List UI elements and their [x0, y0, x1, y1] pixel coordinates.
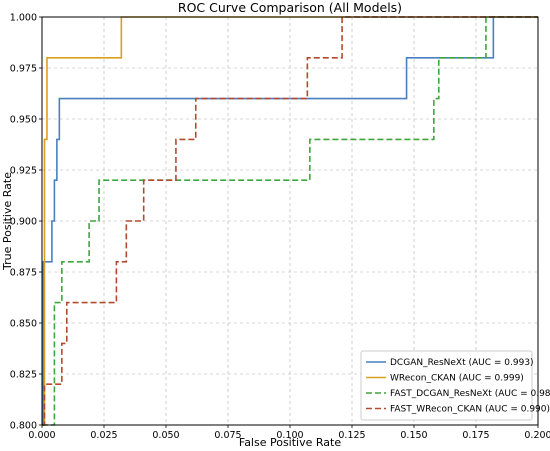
x-tick-label: 0.150 — [400, 430, 427, 441]
chart-title: ROC Curve Comparison (All Models) — [178, 0, 402, 15]
x-tick-label: 0.000 — [28, 430, 55, 441]
x-axis-label: False Positive Rate — [239, 436, 341, 449]
series-line-2 — [42, 16, 538, 426]
legend-label-1: WRecon_CKAN (AUC = 0.999) — [390, 374, 524, 384]
legend-label-2: FAST_DCGAN_ResNeXt (AUC = 0.986) — [390, 389, 550, 399]
x-tick-label: 0.125 — [338, 430, 365, 441]
y-tick-label: 0.875 — [10, 268, 37, 279]
y-axis-label: True Positive Rate — [1, 172, 14, 271]
series-line-1 — [42, 16, 538, 426]
y-tick-label: 0.800 — [10, 421, 37, 432]
y-ticks: 0.800 0.825 0.850 0.875 0.900 0.925 0.950 0.975… — [10, 13, 42, 432]
legend-box — [360, 350, 533, 421]
y-tick-label: 0.975 — [10, 64, 37, 75]
series-line-3 — [42, 16, 538, 426]
x-tick-label: 0.100 — [276, 430, 303, 441]
x-tick-label: 0.175 — [462, 430, 489, 441]
series-lines — [42, 16, 538, 426]
y-tick-label: 0.950 — [10, 115, 37, 126]
y-tick-label: 0.825 — [10, 370, 37, 381]
x-tick-label: 0.075 — [214, 430, 241, 441]
y-tick-label: 1.000 — [10, 13, 37, 24]
x-tick-label: 0.200 — [524, 430, 550, 441]
y-tick-label: 0.900 — [10, 217, 37, 228]
legend-label-3: FAST_WRecon_CKAN (AUC = 0.990) — [390, 405, 550, 415]
legend-label-0: DCGAN_ResNeXt (AUC = 0.993) — [390, 358, 534, 368]
y-tick-label: 0.925 — [10, 166, 37, 177]
x-ticks: 0.000 0.025 0.050 0.075 0.100 0.125 0.150 0.175… — [28, 425, 550, 441]
y-tick-label: 0.850 — [10, 319, 37, 330]
x-tick-label: 0.025 — [90, 430, 117, 441]
legend: DCGAN_ResNeXt (AUC = 0.993) WRecon_CKAN (… — [360, 350, 550, 421]
x-tick-label: 0.050 — [152, 430, 179, 441]
